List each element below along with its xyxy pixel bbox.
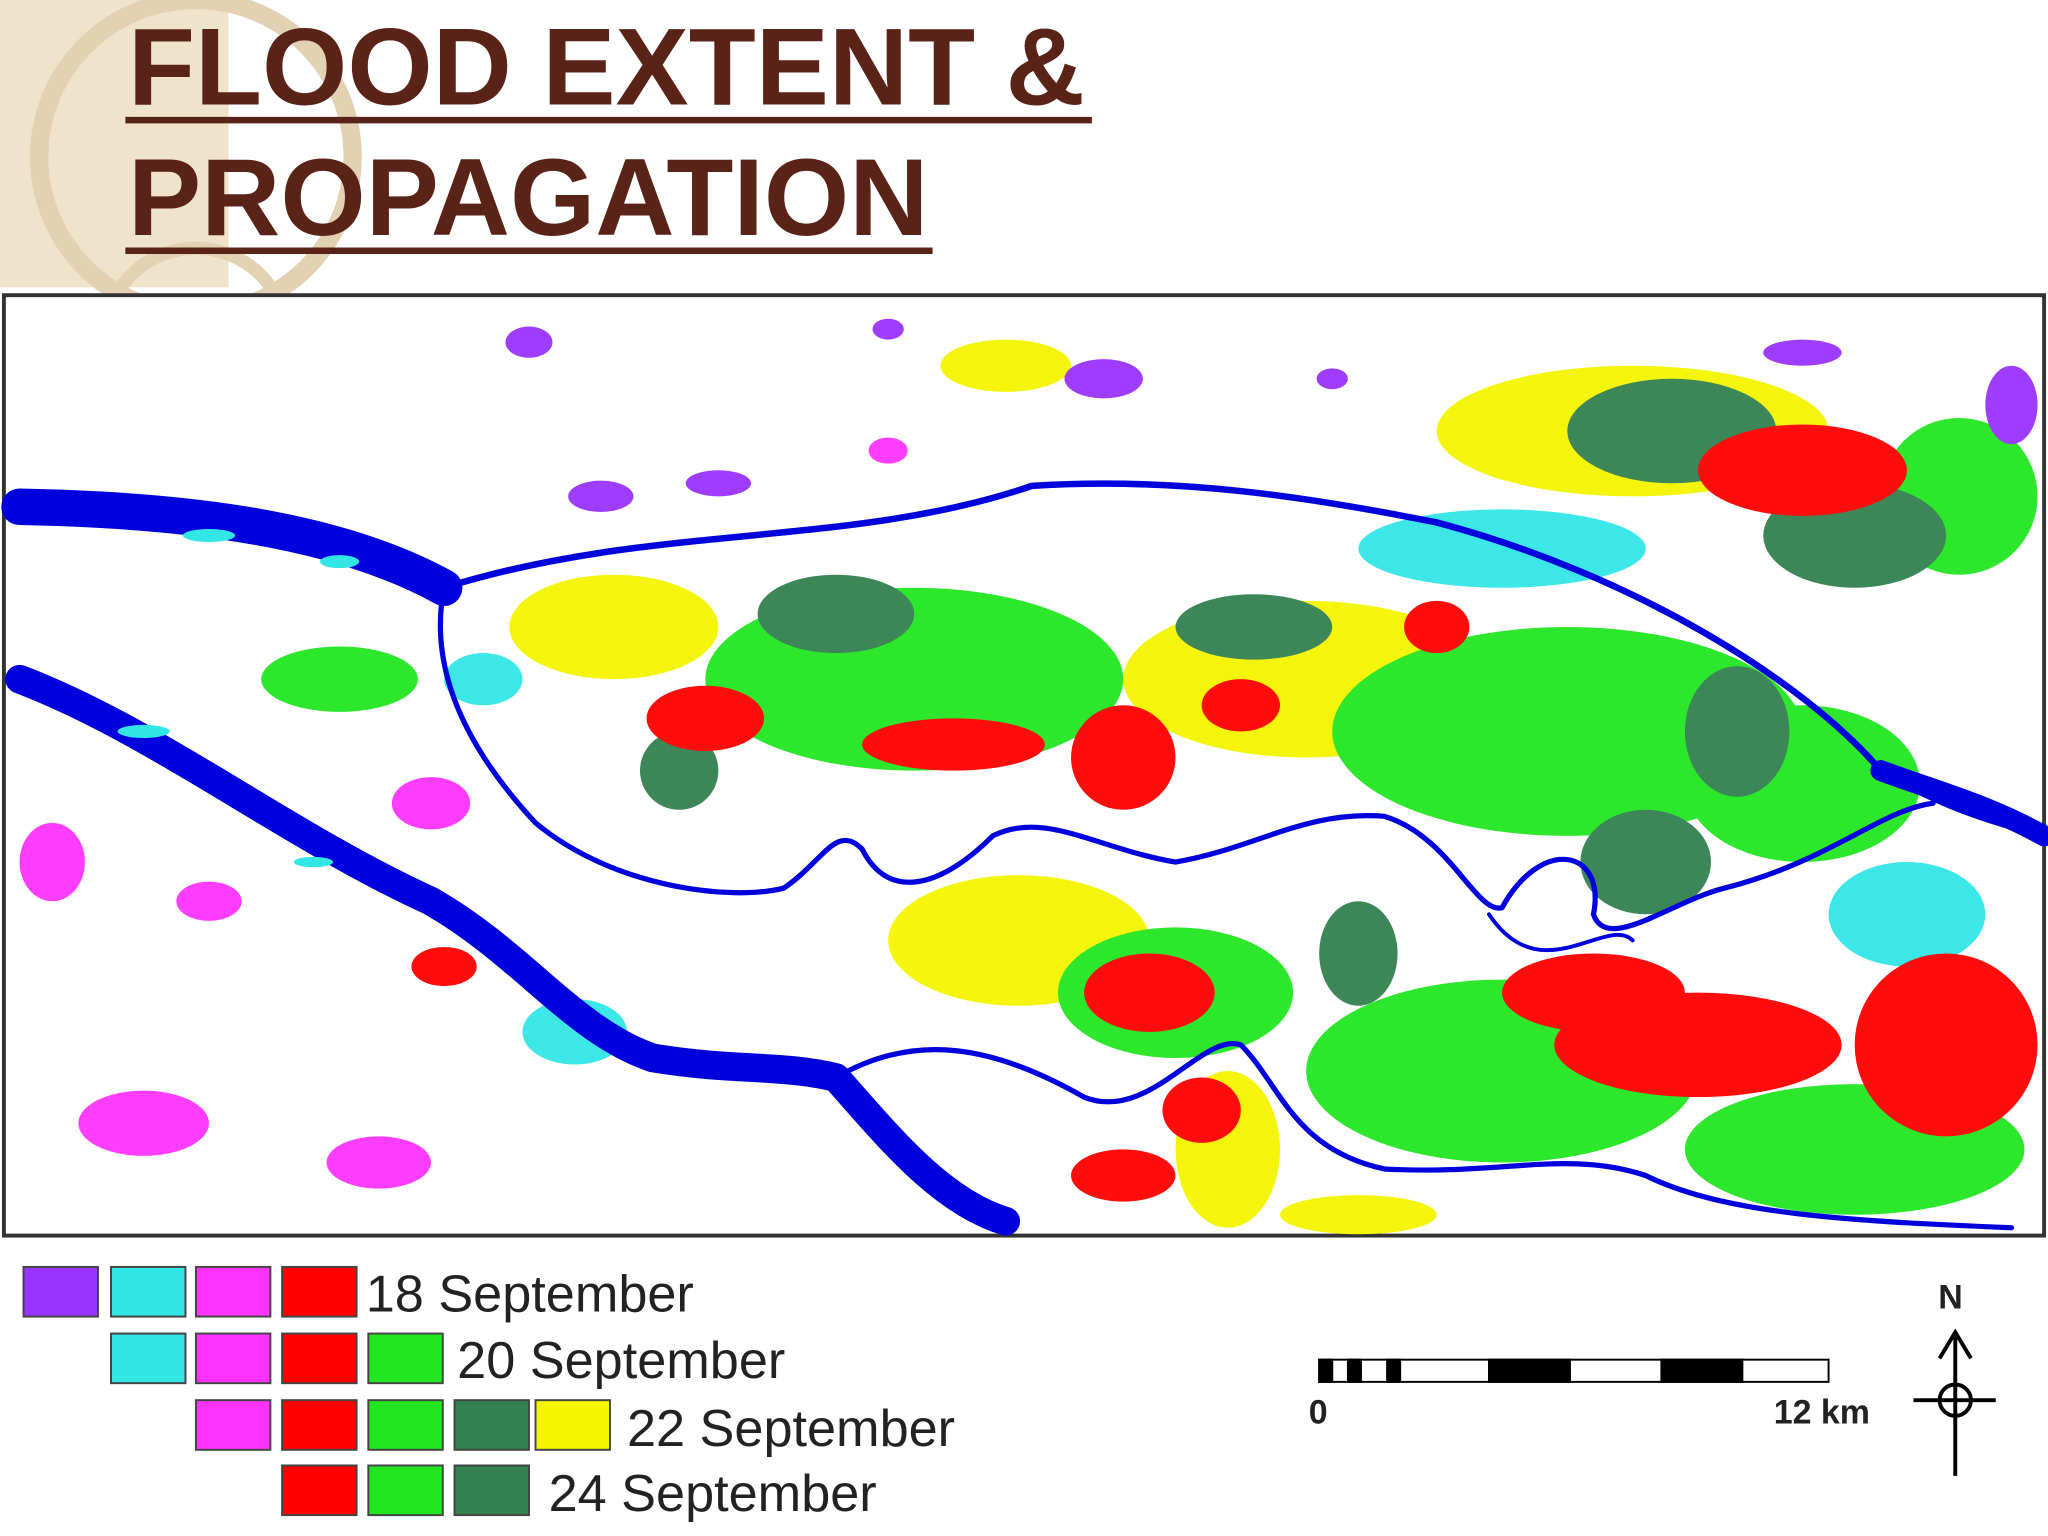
north-label: N xyxy=(1938,1279,1963,1317)
legend-swatch xyxy=(534,1399,611,1451)
legend-label: 20 September xyxy=(457,1332,785,1390)
legend-swatch xyxy=(281,1265,358,1318)
legend-swatch xyxy=(453,1399,530,1451)
legend-swatch xyxy=(194,1399,272,1451)
legend-swatch xyxy=(22,1265,99,1318)
north-arrow xyxy=(1913,1328,1996,1476)
legend-swatch xyxy=(281,1332,358,1385)
legend-swatch xyxy=(110,1265,187,1318)
legend-swatch xyxy=(194,1332,272,1385)
legend-swatch xyxy=(281,1399,358,1451)
legend-swatch xyxy=(281,1464,358,1517)
legend-swatch xyxy=(453,1464,530,1517)
scale-label: 12 km xyxy=(1774,1394,1870,1432)
title-line: PROPAGATION xyxy=(128,137,928,259)
legend-label: 22 September xyxy=(627,1400,955,1458)
legend-swatch xyxy=(110,1332,187,1385)
scale-bar xyxy=(1318,1358,1830,1383)
scale-label: 0 xyxy=(1309,1394,1328,1432)
legend-swatch xyxy=(367,1464,444,1517)
legend-label: 24 September xyxy=(549,1465,877,1523)
legend-swatch xyxy=(194,1265,272,1318)
legend-swatch xyxy=(367,1332,444,1385)
legend xyxy=(22,1265,611,1517)
legend-swatch xyxy=(367,1399,444,1451)
flood-map xyxy=(1,293,2048,1238)
title-line: FLOOD EXTENT & xyxy=(128,6,1085,128)
legend-label: 18 September xyxy=(366,1265,694,1323)
